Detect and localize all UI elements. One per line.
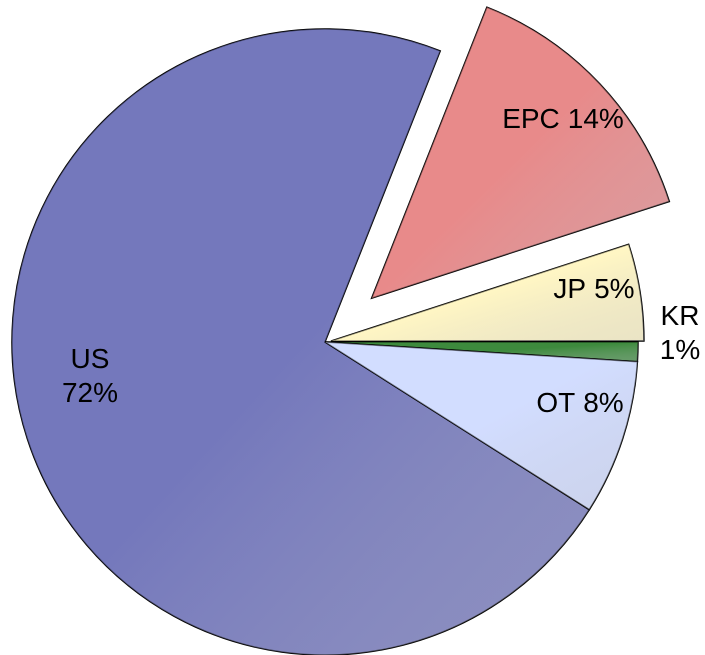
slice-label: US 72%	[62, 343, 118, 408]
slice-value-label: 72%	[62, 377, 118, 408]
slice-label: OT 8%	[536, 387, 623, 418]
slice-category: EPC	[502, 103, 560, 134]
slice-label: EPC 14%	[502, 103, 624, 134]
slice-category: US	[71, 343, 110, 374]
slice-label: JP 5%	[553, 273, 634, 304]
slice-label: KR 1%	[660, 300, 700, 365]
slice-value-label: 8%	[583, 387, 623, 418]
slice-shade	[371, 7, 670, 299]
slice-value-label: 1%	[660, 334, 700, 365]
slice-shade	[330, 244, 644, 342]
slice-category: KR	[661, 300, 700, 331]
slice-category: OT	[536, 387, 575, 418]
slice-category: JP	[553, 273, 586, 304]
slice-shade	[11, 28, 590, 655]
slice-value-label: 5%	[594, 273, 634, 304]
slice-value-label: 14%	[568, 103, 624, 134]
slice-shade	[325, 342, 638, 510]
